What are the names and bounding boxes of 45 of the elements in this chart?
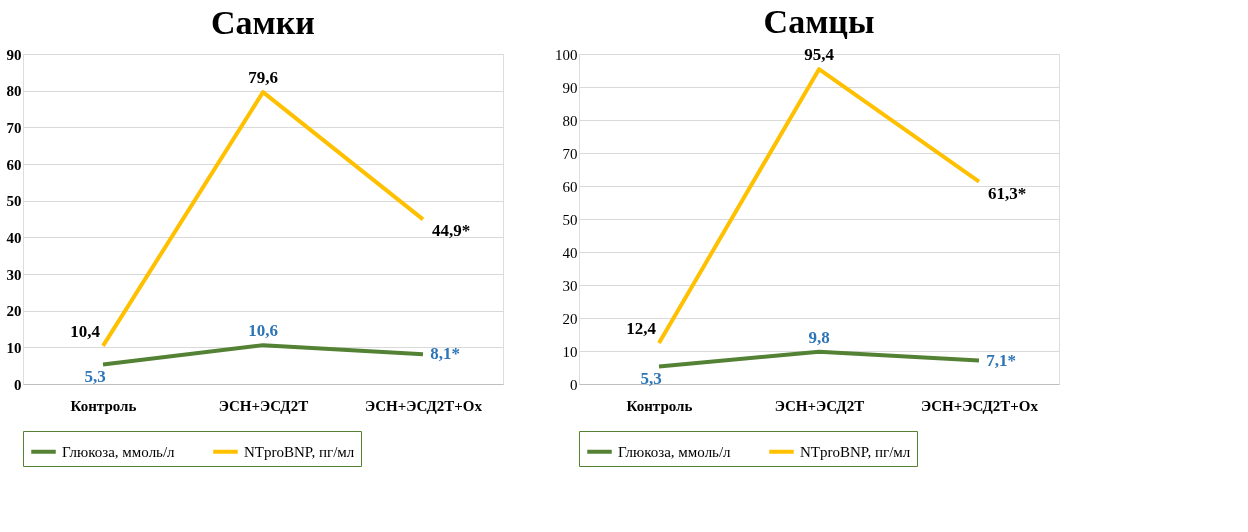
y-tick-label: 30 <box>562 277 578 294</box>
legend-label: NTproBNP, пг/мл <box>244 443 355 460</box>
data-label: 12,4 <box>626 319 657 339</box>
data-label: 79,6 <box>248 68 278 88</box>
legend-label: NTproBNP, пг/мл <box>800 443 911 460</box>
x-tick-label: Контроль <box>70 397 137 414</box>
data-label: 10,4 <box>70 321 101 341</box>
legend-label: Глюкоза, ммоль/л <box>618 443 732 460</box>
data-label: 61,3* <box>987 183 1027 203</box>
y-tick-label: 20 <box>6 303 22 320</box>
y-tick-label: 60 <box>562 178 578 195</box>
y-tick-label: 80 <box>562 112 578 129</box>
y-tick-label: 100 <box>555 46 578 63</box>
data-label: 5,3 <box>84 366 106 386</box>
legend-label: Глюкоза, ммоль/л <box>62 443 176 460</box>
data-label: 8,1* <box>430 344 460 364</box>
y-tick-label: 50 <box>6 193 22 210</box>
data-label: 9,8 <box>808 327 830 347</box>
data-label: 5,3 <box>640 368 662 388</box>
y-tick-label: 10 <box>6 339 22 356</box>
chart-title: Самки <box>211 4 315 41</box>
x-tick-label: ЭСН+ЭСД2Т+Ox <box>920 397 1039 414</box>
y-tick-label: 20 <box>562 310 578 327</box>
x-tick-label: ЭСН+ЭСД2Т <box>218 397 309 414</box>
data-label: 95,4 <box>804 45 835 65</box>
y-tick-label: 30 <box>6 266 22 283</box>
x-tick-label: ЭСН+ЭСД2Т+Ox <box>364 397 483 414</box>
data-label: 7,1* <box>986 350 1016 370</box>
data-label: 44,9* <box>431 221 471 241</box>
data-label: 10,6 <box>248 321 278 341</box>
y-tick-label: 60 <box>6 156 22 173</box>
x-tick-label: Контроль <box>626 397 693 414</box>
y-tick-label: 70 <box>6 119 22 136</box>
x-tick-label: ЭСН+ЭСД2Т <box>774 397 865 414</box>
y-tick-label: 0 <box>14 376 22 393</box>
y-tick-label: 90 <box>6 46 22 63</box>
y-tick-label: 40 <box>6 229 22 246</box>
y-tick-label: 80 <box>6 83 22 100</box>
y-tick-label: 40 <box>562 244 578 261</box>
y-tick-label: 90 <box>562 79 578 96</box>
y-tick-label: 10 <box>562 343 578 360</box>
y-tick-label: 70 <box>562 145 578 162</box>
y-tick-label: 0 <box>570 376 578 393</box>
y-tick-label: 50 <box>562 211 578 228</box>
chart-title: Самцы <box>763 3 875 41</box>
